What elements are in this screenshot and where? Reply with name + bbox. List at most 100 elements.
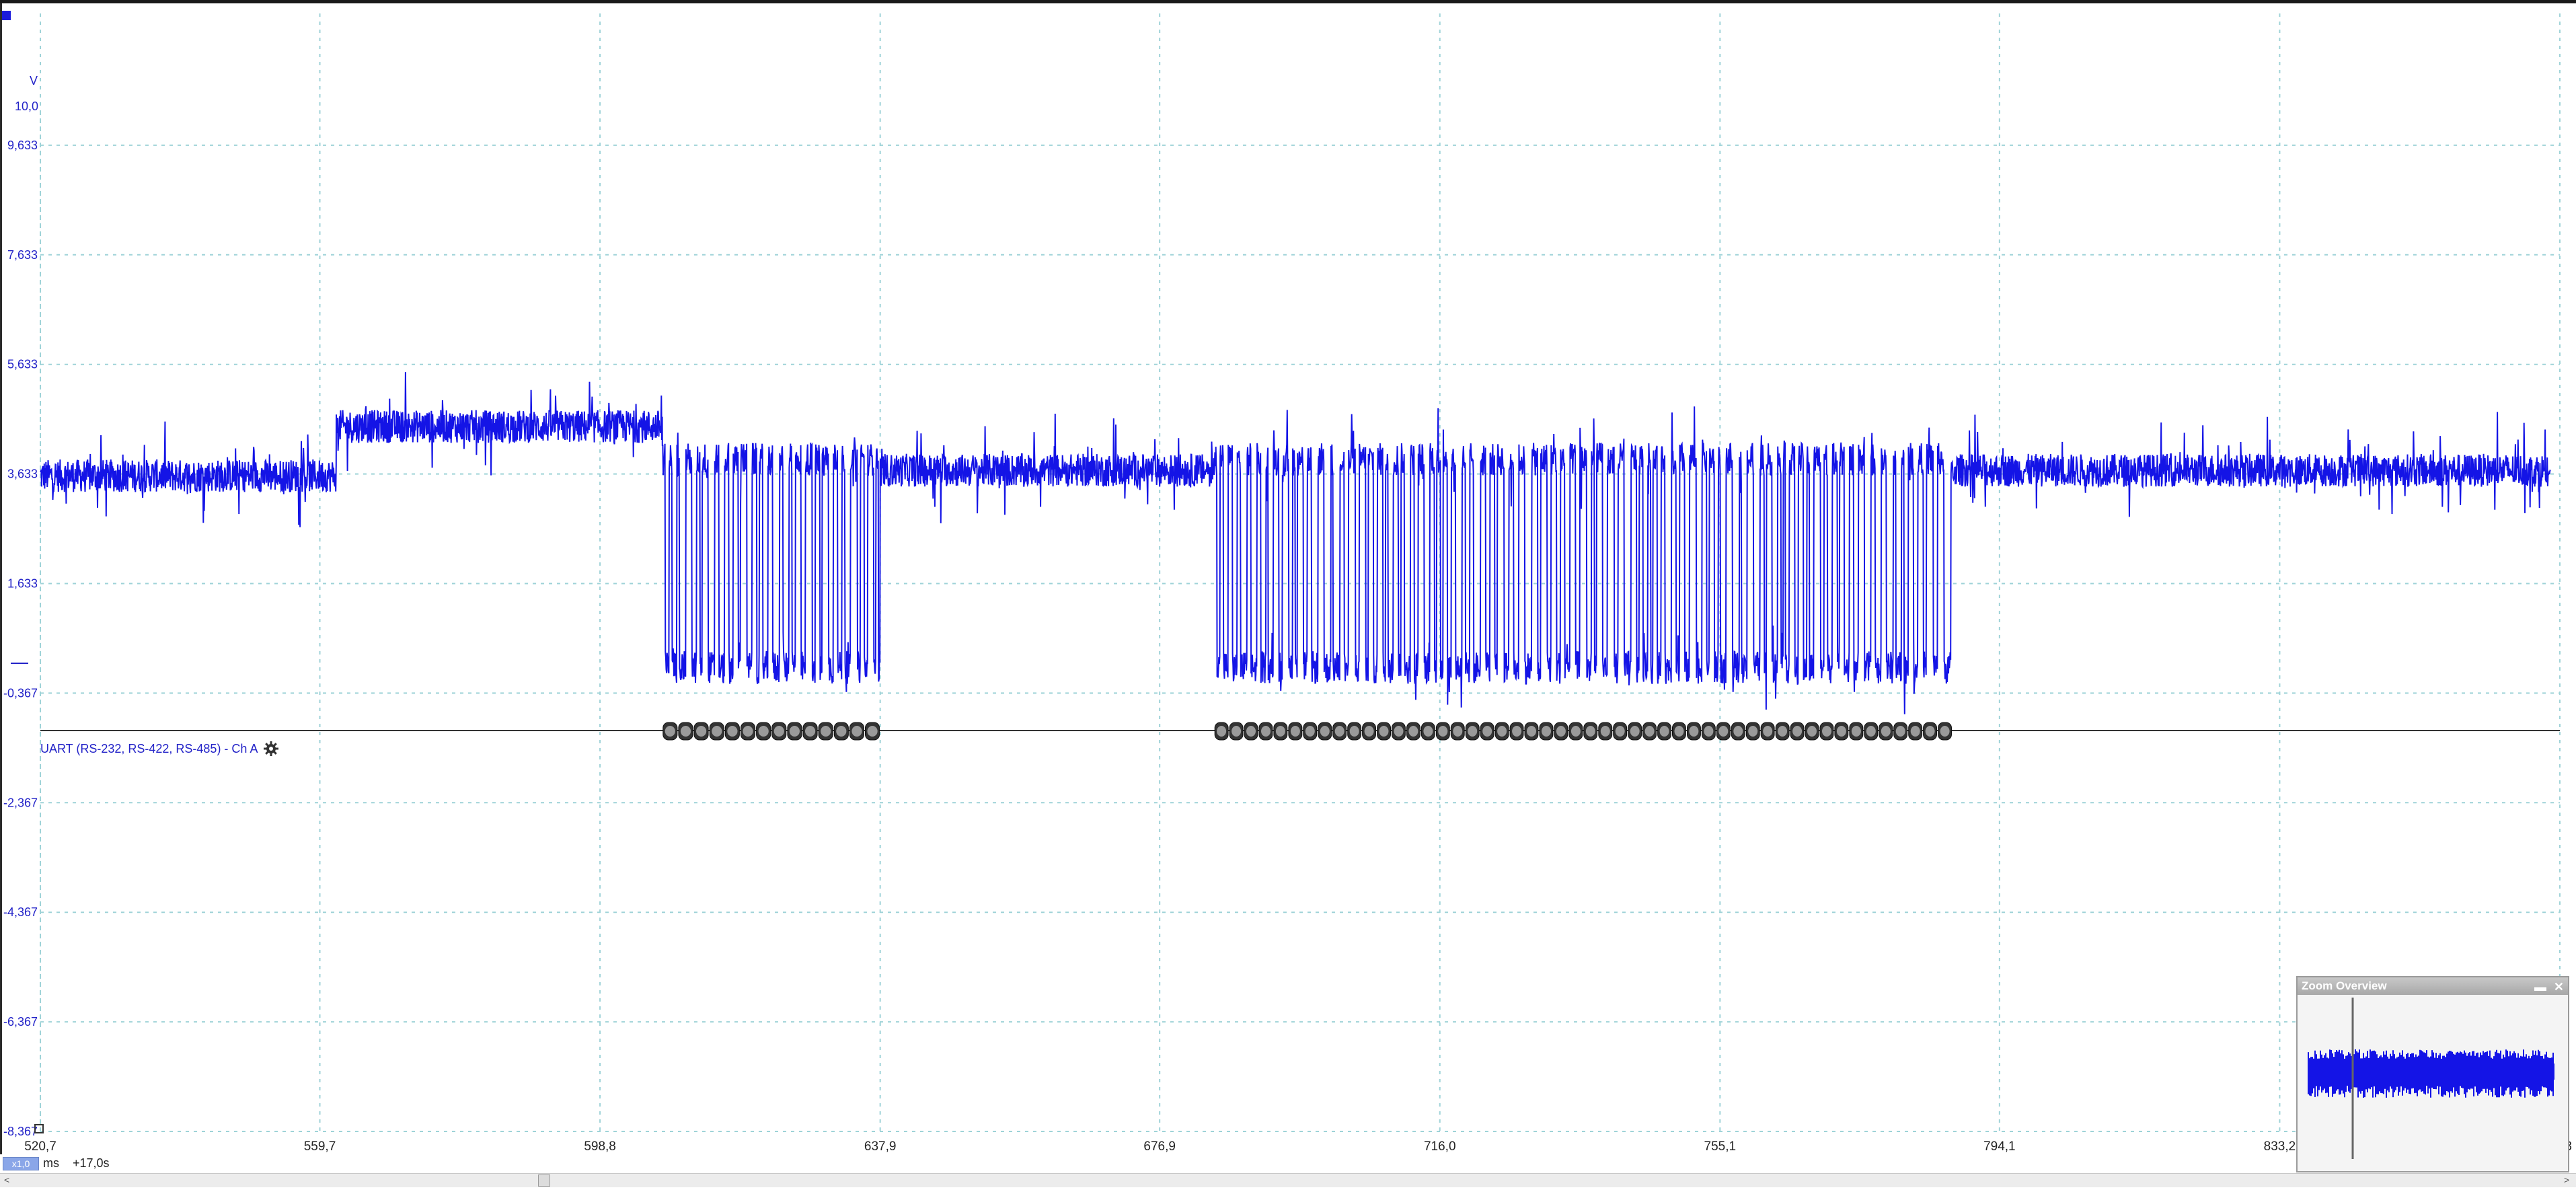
decoded-packet-fill bbox=[1497, 726, 1507, 737]
decoded-packet-fill bbox=[1423, 726, 1433, 737]
y-axis-origin-marker bbox=[34, 1124, 44, 1133]
decoded-packet-fill bbox=[1305, 726, 1315, 737]
decoded-packet-fill bbox=[1232, 726, 1242, 737]
decoded-packet-fill bbox=[773, 726, 784, 737]
decoded-packet-fill bbox=[696, 726, 707, 737]
x-tick-label: 755,1 bbox=[1704, 1140, 1737, 1154]
decoded-packet-fill bbox=[1349, 726, 1359, 737]
decoded-packet-fill bbox=[1689, 726, 1699, 737]
y-axis-unit: V bbox=[30, 74, 38, 87]
close-icon[interactable]: ✕ bbox=[2553, 980, 2564, 994]
scroll-right-arrow-icon[interactable]: > bbox=[2564, 1174, 2570, 1185]
minimize-icon[interactable]: ▬ bbox=[2534, 980, 2546, 994]
time-offset: +17,0s bbox=[73, 1156, 110, 1170]
decoded-packet-fill bbox=[1718, 726, 1729, 737]
decoded-packet-fill bbox=[1261, 726, 1271, 737]
channel-indicator[interactable] bbox=[0, 11, 11, 20]
x-tick-label: 833,2 bbox=[2264, 1140, 2296, 1154]
decoded-packet-fill bbox=[758, 726, 769, 737]
decoded-packet-fill bbox=[1408, 726, 1418, 737]
x-axis-labels: 520,7 559,7 598,8 637,9 676,9 716,0 755,1 794,1… bbox=[24, 1140, 2572, 1154]
decoded-packet-fill bbox=[1778, 726, 1788, 737]
decoded-packet-fill bbox=[1792, 726, 1803, 737]
decoded-packet-fill bbox=[1364, 726, 1374, 737]
y-tick-label: -4,367 bbox=[3, 905, 38, 919]
decoded-packet-fill bbox=[821, 726, 831, 737]
scroll-left-arrow-icon[interactable]: < bbox=[4, 1174, 10, 1185]
x-tick-label: 520,7 bbox=[24, 1140, 56, 1154]
decoded-packets[interactable] bbox=[662, 722, 1953, 741]
decoded-packet-fill bbox=[1334, 726, 1344, 737]
y-tick-label: 3,633 bbox=[7, 468, 38, 481]
zoom-overview-title-bar[interactable]: Zoom Overview ▬ ✕ bbox=[2298, 977, 2568, 995]
decoded-packet-fill bbox=[1895, 726, 1905, 737]
decoded-packet-fill bbox=[851, 726, 862, 737]
decoded-packet-fill bbox=[1748, 726, 1758, 737]
zoom-overview-panel[interactable]: Zoom Overview ▬ ✕ bbox=[2296, 976, 2569, 1172]
gear-icon[interactable] bbox=[263, 741, 279, 757]
y-axis-top-value: 10,0 bbox=[15, 100, 38, 113]
waveform-trace bbox=[40, 372, 2551, 714]
y-tick-label: -6,367 bbox=[3, 1015, 38, 1029]
y-tick-label: 1,633 bbox=[7, 576, 38, 590]
horizontal-scrollbar[interactable] bbox=[0, 1173, 2576, 1187]
y-tick-label: 7,633 bbox=[7, 248, 38, 262]
decoded-packet-fill bbox=[1217, 726, 1227, 737]
x-tick-label: 559,7 bbox=[304, 1140, 336, 1154]
decoded-packet-fill bbox=[836, 726, 847, 737]
decoded-packet-fill bbox=[1320, 726, 1330, 737]
scrollbar-thumb[interactable] bbox=[538, 1174, 550, 1187]
decoded-packet-fill bbox=[1807, 726, 1817, 737]
grid bbox=[40, 13, 2561, 1132]
decoded-packet-fill bbox=[1379, 726, 1389, 737]
decoded-packet-fill bbox=[1910, 726, 1920, 737]
zoom-overview-thumbnail[interactable] bbox=[2300, 998, 2565, 1166]
waveform-path bbox=[40, 372, 2551, 714]
scope-plot[interactable]: 9,633 7,633 5,633 3,633 1,633 -0,367 -2,367 -4,… bbox=[0, 0, 2576, 1154]
decoded-packet-fill bbox=[1851, 726, 1861, 737]
decoder-label-text: UART (RS-232, RS-422, RS-485) - Ch A bbox=[40, 741, 258, 755]
decoded-packet-fill bbox=[1733, 726, 1743, 737]
decoded-packet-fill bbox=[1659, 726, 1669, 737]
decoded-packet-fill bbox=[1468, 726, 1478, 737]
left-border bbox=[0, 3, 2, 1184]
decoded-packet-fill bbox=[1881, 726, 1891, 737]
decoded-packet-fill bbox=[1527, 726, 1536, 737]
decoded-packet-fill bbox=[1394, 726, 1404, 737]
decoded-packet-fill bbox=[867, 726, 878, 737]
decoded-packet-fill bbox=[1836, 726, 1846, 737]
decoded-packet-fill bbox=[789, 726, 800, 737]
zoom-scale-badge[interactable]: x1,0 bbox=[3, 1157, 39, 1170]
decoded-packet-fill bbox=[743, 726, 753, 737]
decoded-packet-fill bbox=[727, 726, 738, 737]
decoded-packet-fill bbox=[1615, 726, 1625, 737]
x-tick-label: 598,8 bbox=[584, 1140, 616, 1154]
zoom-overview-trace bbox=[2308, 1049, 2554, 1098]
y-tick-label: -8,367 bbox=[3, 1125, 38, 1138]
decoded-packet-fill bbox=[1542, 726, 1551, 737]
decoded-packet-fill bbox=[1482, 726, 1492, 737]
zoom-trace-band bbox=[2308, 1064, 2554, 1080]
x-tick-label: 716,0 bbox=[1424, 1140, 1456, 1154]
decoded-packet-fill bbox=[1644, 726, 1655, 737]
decoded-packet-fill bbox=[1585, 726, 1595, 737]
decoded-packet-fill bbox=[1866, 726, 1876, 737]
decoder-row-label[interactable]: UART (RS-232, RS-422, RS-485) - Ch A bbox=[40, 741, 279, 757]
decoded-packet-fill bbox=[805, 726, 816, 737]
decoded-packet-fill bbox=[1822, 726, 1831, 737]
decoded-packet-fill bbox=[1940, 726, 1950, 737]
decoded-packet-fill bbox=[1763, 726, 1773, 737]
zoom-overview-title: Zoom Overview bbox=[2302, 979, 2387, 992]
x-tick-label: 637,9 bbox=[864, 1140, 897, 1154]
window-top-bar bbox=[0, 0, 2576, 3]
decoded-packet-fill bbox=[1600, 726, 1610, 737]
y-axis-labels: 9,633 7,633 5,633 3,633 1,633 -0,367 -2,367 -4,… bbox=[3, 139, 38, 1138]
decoded-packet-fill bbox=[1512, 726, 1522, 737]
x-tick-label: 676,9 bbox=[1143, 1140, 1176, 1154]
y-tick-label: -0,367 bbox=[3, 686, 38, 700]
decoded-packet-fill bbox=[1674, 726, 1684, 737]
decoded-packet-fill bbox=[1275, 726, 1285, 737]
y-tick-label: 5,633 bbox=[7, 358, 38, 371]
y-tick-label: 9,633 bbox=[7, 139, 38, 152]
decoded-packet-fill bbox=[1246, 726, 1256, 737]
